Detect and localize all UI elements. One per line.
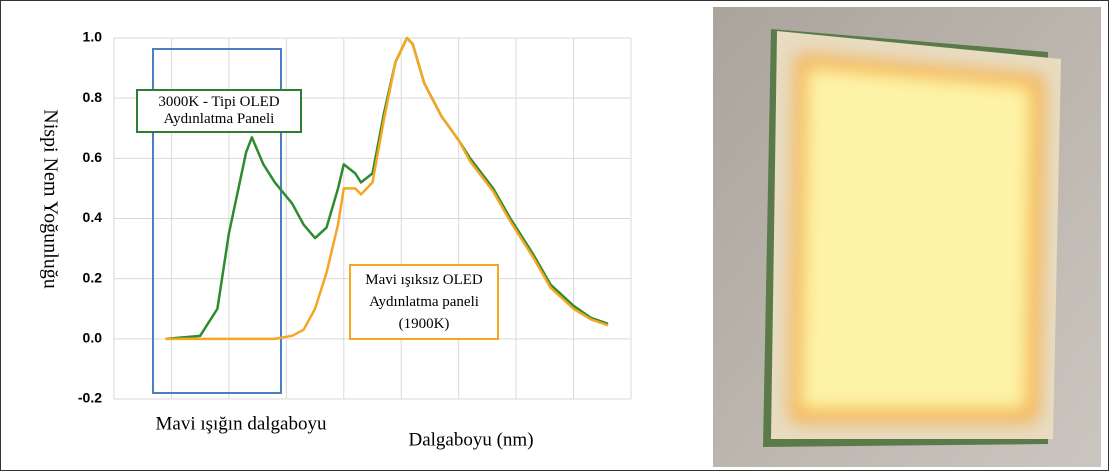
y-tick-label: 0.0 bbox=[83, 330, 103, 346]
legend-entry: Mavi ışıksız OLED Aydınlatma paneli (190… bbox=[349, 264, 499, 340]
legend-entry: 3000K - Tipi OLED Aydınlatma Paneli bbox=[136, 89, 302, 133]
chart: Nispi Nem Yoğunluğu Dalgaboyu (nm) Mavi … bbox=[39, 29, 632, 450]
photo bbox=[713, 7, 1101, 467]
annotation: Mavi ışığın dalgaboyu bbox=[156, 413, 327, 434]
y-axis-label: Nispi Nem Yoğunluğu bbox=[39, 109, 61, 288]
y-tick-label: 0.2 bbox=[83, 269, 103, 285]
x-axis-label: Dalgaboyu (nm) bbox=[408, 429, 533, 450]
highlight-region bbox=[152, 48, 282, 394]
y-tick-label: -0.2 bbox=[78, 390, 102, 406]
y-tick-label: 0.6 bbox=[83, 149, 103, 165]
y-tick-label: 0.8 bbox=[83, 89, 103, 105]
y-tick-label: 0.4 bbox=[83, 209, 103, 225]
series-line bbox=[165, 36, 609, 341]
series-line bbox=[165, 36, 609, 341]
y-tick-label: 1.0 bbox=[83, 29, 103, 45]
